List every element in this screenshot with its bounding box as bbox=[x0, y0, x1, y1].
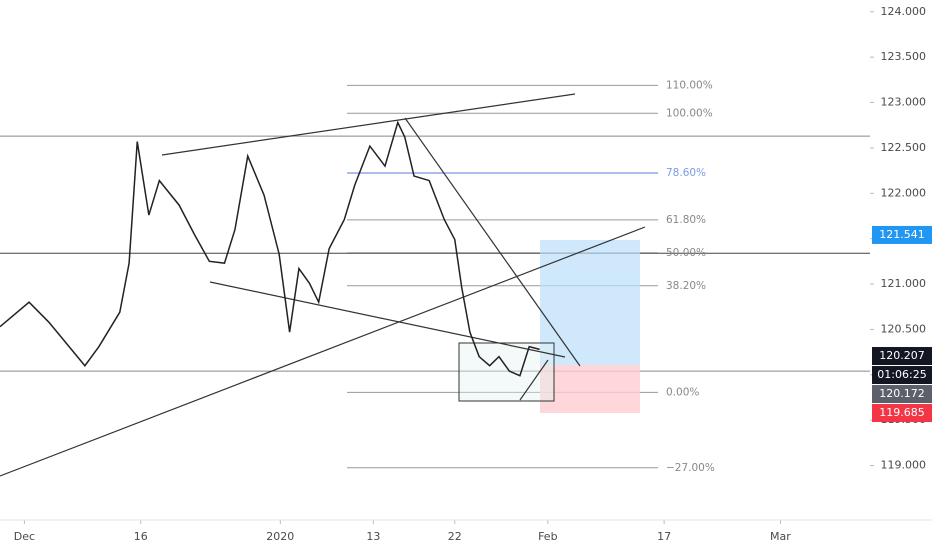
price-badge bbox=[872, 225, 932, 244]
y-tick-label: 121.000 bbox=[881, 277, 927, 290]
y-tick-label: 120.500 bbox=[881, 322, 927, 335]
y-tick-label: 122.500 bbox=[881, 141, 927, 154]
y-tick-label: 122.000 bbox=[881, 186, 927, 199]
price-badge-label: 121.541 bbox=[879, 228, 925, 241]
y-tick-label: 124.000 bbox=[881, 5, 927, 18]
x-tick-label: Dec bbox=[14, 530, 35, 543]
trend-lines bbox=[0, 93, 646, 477]
fib-label: 0.00% bbox=[666, 386, 699, 398]
fib-label: 61.80% bbox=[666, 214, 706, 226]
price-badge bbox=[872, 347, 932, 366]
y-tick-label: 123.500 bbox=[881, 50, 927, 63]
y-tick-label: 119.000 bbox=[881, 459, 927, 472]
price-badge bbox=[872, 366, 932, 385]
fib-label: 110.00% bbox=[666, 79, 713, 91]
price-badge-label: 01:06:25 bbox=[877, 368, 926, 381]
x-tick-label: 13 bbox=[366, 530, 380, 543]
profit-zone bbox=[540, 240, 640, 365]
price-badge-label: 119.685 bbox=[879, 406, 925, 419]
x-tick-label: 22 bbox=[448, 530, 462, 543]
x-tick-label: Mar bbox=[770, 530, 791, 543]
fib-label: −27.00% bbox=[666, 462, 715, 474]
fib-label: 100.00% bbox=[666, 107, 713, 119]
x-tick-label: 2020 bbox=[266, 530, 294, 543]
x-tick-label: 16 bbox=[134, 530, 148, 543]
fib-label: 78.60% bbox=[666, 167, 706, 179]
range-box bbox=[458, 342, 555, 402]
fib-label: 50.00% bbox=[666, 247, 706, 259]
price-line bbox=[0, 120, 540, 377]
price-badge-label: 120.207 bbox=[879, 349, 925, 362]
fib-label: 38.20% bbox=[666, 280, 706, 292]
price-badge bbox=[872, 404, 932, 423]
price-badge bbox=[872, 385, 932, 404]
x-tick-label: Feb bbox=[538, 530, 557, 543]
x-tick-label: 17 bbox=[657, 530, 671, 543]
y-tick-label: 123.000 bbox=[881, 96, 927, 109]
price-badge-label: 120.172 bbox=[879, 387, 925, 400]
loss-zone bbox=[540, 365, 640, 413]
